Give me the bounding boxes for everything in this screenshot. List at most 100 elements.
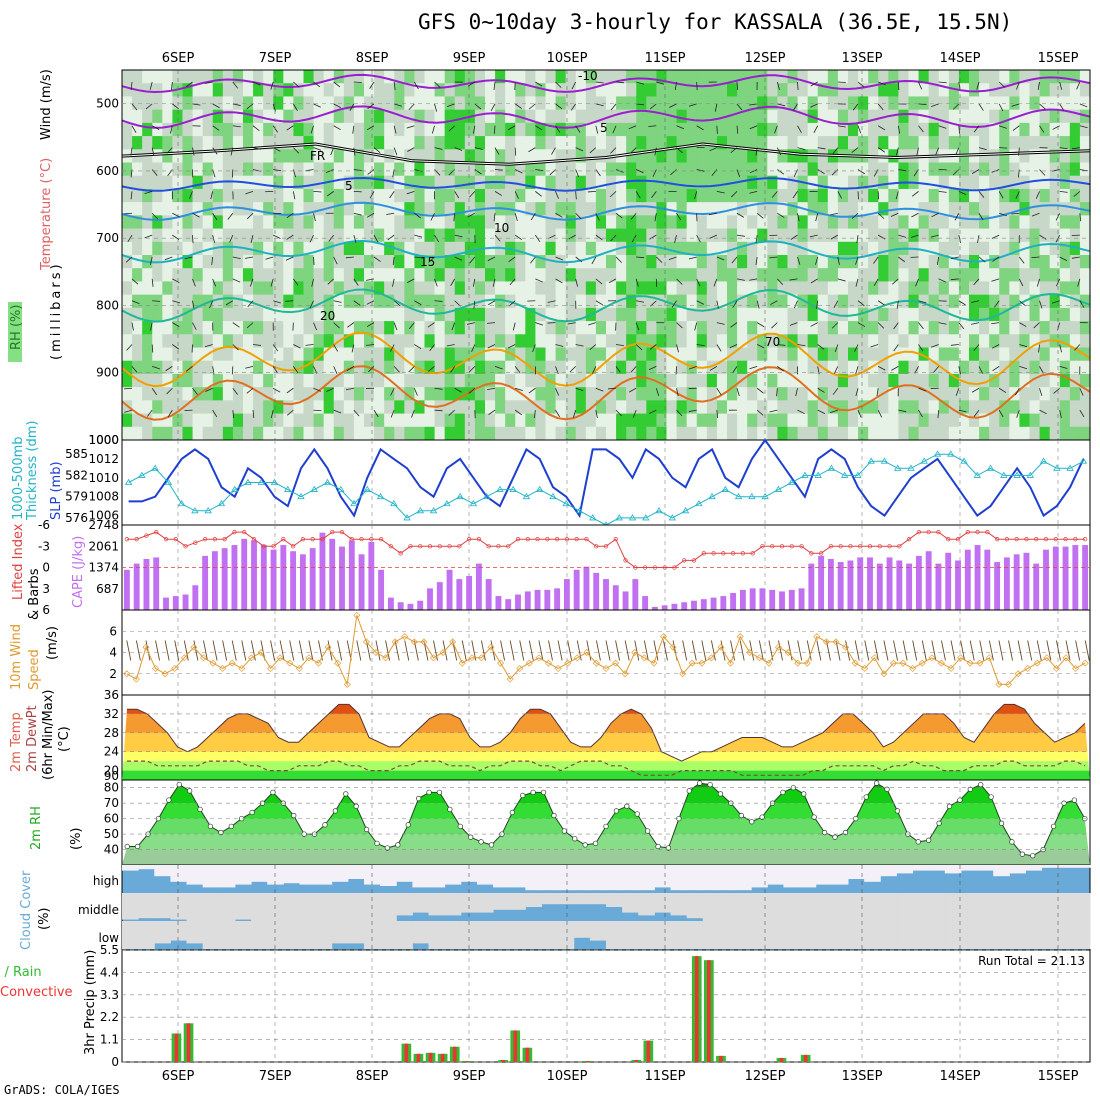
cape-bar [182, 594, 189, 610]
rh-marker [655, 843, 661, 850]
cape-bar [241, 538, 248, 610]
thickness-marker [562, 499, 570, 507]
wind-speed-marker [487, 643, 495, 651]
rh-marker [749, 819, 755, 825]
lifted-index-marker [515, 537, 521, 542]
cloud-middle-clear [686, 893, 704, 919]
rh-band [122, 834, 1090, 850]
cloud-low-clear [751, 921, 768, 949]
temp-tick-label-bottom: 90 [104, 769, 119, 783]
wind-speed-marker [899, 659, 907, 667]
precip-tick-label: 5.5 [100, 943, 119, 957]
cloud-axis-label-2: (%) [37, 908, 52, 931]
thickness-marker [416, 507, 425, 514]
thickness-marker [907, 464, 915, 471]
cloud-middle-clear [525, 893, 542, 907]
wind-speed-marker [334, 659, 342, 667]
cloud-low-clear [880, 921, 897, 949]
wind-speed-marker [707, 654, 715, 662]
lifted-index-marker [730, 551, 736, 556]
lifted-index-marker [613, 537, 618, 542]
thickness-marker [854, 471, 862, 478]
wind-speed-marker [324, 643, 332, 651]
wind-speed-marker [449, 638, 457, 646]
cape-bar [573, 569, 580, 610]
rh-marker [624, 803, 630, 809]
wind-speed-marker [612, 659, 620, 667]
cloud-middle-clear [170, 893, 188, 920]
lifted-index-marker [652, 565, 658, 570]
thickness-marker [270, 478, 279, 485]
cloud-high-clear [686, 865, 704, 891]
lifted-index-marker [672, 565, 677, 570]
cape-bar [994, 562, 1001, 610]
cloud-high-clear [573, 865, 591, 891]
wind-speed-marker [516, 664, 524, 672]
rh-marker [291, 812, 297, 819]
lifted-tick-label: 0 [42, 561, 50, 575]
cloud-high-clear [718, 865, 736, 891]
rh-marker [998, 820, 1005, 826]
rh-marker [426, 789, 432, 796]
rh-marker [1009, 839, 1015, 845]
cape-bar [720, 596, 727, 610]
cloud-low-clear [912, 921, 930, 949]
cloud-middle-clear [138, 893, 155, 919]
wind-speed-marker [410, 638, 418, 646]
precip-tick-label: 1.1 [100, 1033, 119, 1047]
bottom-date-label: 6SEP [162, 1069, 195, 1084]
cloud-middle-clear [944, 893, 962, 921]
wind-speed-marker [583, 649, 591, 656]
cloud-middle-clear [735, 893, 752, 921]
wind-speed-marker [794, 659, 802, 667]
wind-speed-marker [679, 670, 687, 678]
top-date-label: 7SEP [259, 51, 292, 66]
wind-speed-marker [650, 659, 658, 667]
lifted-index-marker [642, 565, 648, 570]
bottom-date-label: 12SEP [745, 1069, 786, 1084]
rh-marker [478, 839, 484, 845]
lifted-index-marker [906, 537, 912, 542]
lifted-index-marker [173, 537, 178, 542]
lifted-index-marker [378, 537, 384, 542]
wind-tick-label: 4 [109, 646, 117, 660]
rh-marker [946, 803, 953, 809]
cloud-low-clear [234, 921, 252, 949]
pressure-tick-label: 600 [96, 164, 119, 178]
rh-marker [634, 811, 640, 817]
cloud-low-clear [170, 921, 188, 941]
rh-marker [738, 812, 744, 819]
cloud-high-clear [299, 865, 317, 885]
cloud-middle-clear [670, 893, 688, 916]
wind-barbs [123, 81, 1088, 419]
cloud-high-clear [396, 865, 413, 882]
thickness-marker [549, 492, 557, 500]
cape-bar [368, 541, 375, 610]
cloud-high-clear [1041, 865, 1059, 868]
cloud-low-clear [864, 921, 881, 949]
cloud-low-clear [622, 921, 639, 949]
wind-speed-marker [822, 638, 830, 646]
bottom-date-label: 15SEP [1038, 1069, 1079, 1084]
rh-marker [249, 809, 255, 816]
wind-speed-marker [880, 670, 888, 678]
wind-speed-marker [928, 654, 936, 662]
thickness-marker [191, 507, 199, 514]
rh-tick-label: 60 [104, 812, 119, 826]
legend-rh-swatch [8, 302, 22, 362]
cape-bar [290, 551, 297, 610]
cape-bar [348, 540, 355, 610]
lifted-index-marker [985, 529, 990, 535]
rh-marker [322, 822, 328, 828]
thickness-marker [655, 507, 663, 514]
precip-convective-bar [513, 1030, 518, 1062]
rh-marker [187, 788, 193, 794]
precip-legend-total: Total / Rain [0, 965, 42, 980]
temp-axis-label-1: 2m Temp [9, 712, 24, 772]
cape-bar [808, 563, 815, 610]
cape-bar [603, 579, 609, 610]
thickness-marker [880, 457, 889, 464]
thickness-marker [443, 499, 451, 507]
bottom-date-label: 9SEP [453, 1069, 486, 1084]
wind-speed-marker [238, 664, 246, 672]
